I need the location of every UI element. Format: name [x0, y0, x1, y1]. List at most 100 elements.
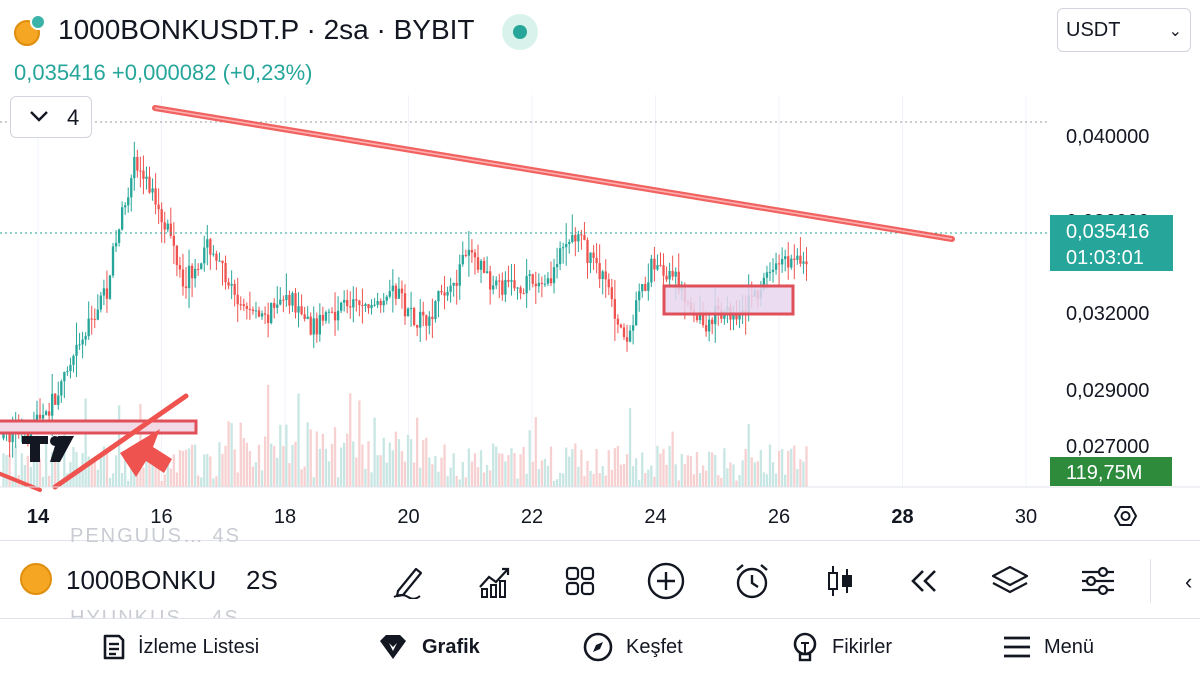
- candle-body: [416, 325, 419, 328]
- support-zone-rectangle[interactable]: [662, 284, 795, 316]
- volume-bar: [519, 454, 522, 487]
- volume-bar: [580, 449, 583, 487]
- candle-body: [282, 299, 285, 301]
- candle-body: [577, 234, 580, 242]
- volume-bar: [248, 450, 252, 487]
- candle-body: [212, 253, 215, 255]
- candle-body: [501, 280, 504, 295]
- candle-body: [288, 294, 291, 306]
- volume-bar: [485, 465, 489, 487]
- alert-clock-icon[interactable]: [730, 559, 774, 603]
- volume-bar: [671, 431, 674, 487]
- candle-body: [784, 256, 787, 260]
- nav-menu[interactable]: Menü: [1002, 631, 1094, 663]
- red-arrow-icon[interactable]: [120, 429, 172, 477]
- volume-bar: [276, 457, 279, 487]
- candle-body: [206, 239, 209, 248]
- ideas-lightbulb-icon: [793, 632, 817, 662]
- candle-body: [403, 293, 407, 317]
- volume-bar: [303, 466, 306, 487]
- candle-body: [367, 304, 370, 309]
- symbol-title[interactable]: 1000BONKUSDT.P · 2sa · BYBIT: [58, 14, 475, 45]
- candle-body: [227, 282, 230, 286]
- volume-bar: [111, 473, 115, 487]
- price-chart[interactable]: 0,0400000,0360000,0320000,0290000,027000…: [0, 95, 1200, 540]
- chart-settings-icon[interactable]: [1113, 506, 1138, 526]
- volume-bar: [336, 477, 340, 487]
- compass-icon: [583, 632, 613, 662]
- candle-style-icon[interactable]: [818, 559, 862, 603]
- candle-body: [193, 268, 197, 279]
- candle-body: [467, 249, 471, 256]
- volume-bar: [108, 477, 112, 487]
- volume-bar: [148, 446, 151, 487]
- volume-bar: [400, 451, 404, 487]
- candle-body: [671, 270, 674, 277]
- candle-body: [124, 205, 127, 208]
- volume-bar: [577, 466, 580, 487]
- hamburger-menu-icon: [1004, 636, 1030, 658]
- candle-body: [793, 258, 796, 260]
- toolbar-interval[interactable]: 2S: [246, 565, 278, 595]
- volume-bar: [692, 474, 696, 487]
- volume-bar: [373, 417, 376, 487]
- add-circle-icon[interactable]: [644, 559, 688, 603]
- volume-bar: [768, 444, 772, 487]
- candle-body: [60, 381, 63, 396]
- breakout-zone-rectangle[interactable]: [0, 419, 198, 435]
- volume-bar: [245, 442, 248, 487]
- volume-bar: [397, 439, 401, 487]
- volume-bar: [796, 468, 799, 487]
- volume-bar: [406, 434, 410, 487]
- volume-bar: [698, 473, 702, 487]
- candle-body: [120, 207, 124, 230]
- volume-bar: [455, 475, 458, 487]
- nav-explore[interactable]: Keşfet: [582, 631, 683, 663]
- volume-bar: [236, 472, 239, 487]
- candle-body: [586, 239, 589, 264]
- volume-bar: [370, 472, 373, 487]
- settings-sliders-icon[interactable]: [1076, 559, 1120, 603]
- indicators-toggle[interactable]: 4: [10, 96, 92, 138]
- drawing-pen-icon[interactable]: [386, 559, 430, 603]
- candle-body: [41, 414, 45, 419]
- volume-bar: [449, 467, 452, 487]
- indicator-count: 4: [67, 105, 80, 130]
- candle-body: [78, 344, 81, 346]
- candle-body: [209, 239, 212, 255]
- candle-body: [422, 311, 425, 316]
- volume-bar: [689, 456, 693, 487]
- ascending-trendline[interactable]: [52, 393, 189, 490]
- volume-bar: [178, 450, 182, 487]
- candle-body: [543, 283, 547, 285]
- candle-body: [312, 318, 315, 335]
- layers-icon[interactable]: [988, 559, 1032, 603]
- nav-ideas[interactable]: Fikirler: [790, 631, 892, 663]
- nav-chart[interactable]: Grafik: [376, 631, 480, 663]
- candle-body: [303, 314, 306, 320]
- candle-body: [610, 287, 613, 300]
- volume-bar: [662, 448, 665, 487]
- candle-body: [297, 306, 300, 313]
- volume-bar: [638, 479, 641, 487]
- candle-body: [69, 364, 72, 372]
- candle-body: [668, 270, 671, 280]
- candle-body: [595, 257, 598, 264]
- candle-body: [796, 255, 799, 260]
- currency-select[interactable]: USDT ⌄: [1057, 8, 1191, 52]
- toolbar-scroll-left[interactable]: ‹: [1150, 559, 1200, 603]
- volume-bar: [674, 464, 677, 487]
- candle-body: [330, 311, 334, 313]
- candle-body: [99, 295, 103, 310]
- layout-grid-icon[interactable]: [558, 559, 602, 603]
- volume-bar: [634, 458, 638, 487]
- indicators-chart-icon[interactable]: [472, 559, 516, 603]
- toolbar-symbol[interactable]: 1000BONKUSDT.P: [66, 565, 216, 595]
- volume-bar: [124, 459, 127, 487]
- candle-body: [412, 308, 416, 326]
- volume-bar: [799, 459, 802, 487]
- replay-rewind-icon[interactable]: [902, 559, 946, 603]
- nav-watchlist[interactable]: İzleme Listesi: [102, 631, 259, 663]
- candle-body: [75, 344, 78, 356]
- volume-bar: [114, 455, 118, 487]
